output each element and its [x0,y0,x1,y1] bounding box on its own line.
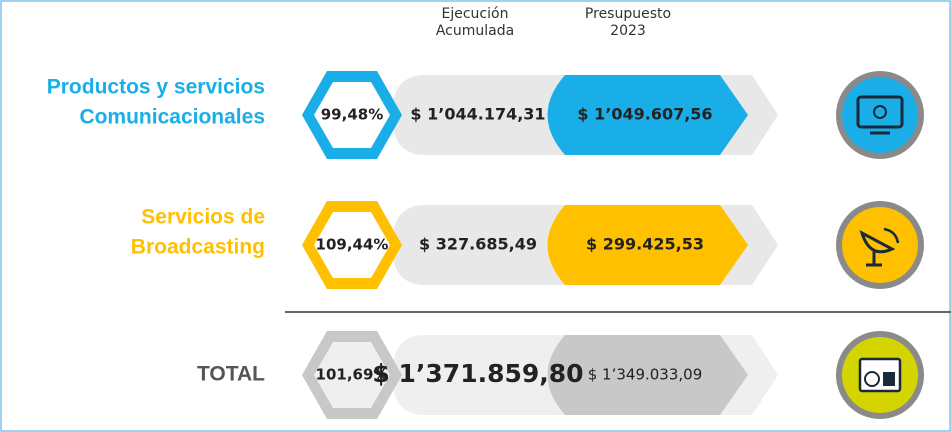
icon-dish [859,229,896,254]
icon-screen [856,95,904,129]
budget-segment [547,75,748,155]
percent: 101,69% [316,366,389,384]
percent-hexagon-inner [314,82,390,148]
budget: $ 299.425,53 [586,235,704,254]
column-header: Presupuesto [585,6,671,22]
icon-coin [864,371,880,387]
icon-keys [883,372,895,386]
executed: $ 1’044.174,31 [410,105,545,124]
row-label: TOTAL [197,363,265,386]
icon-play [873,105,887,119]
column-header: 2023 [610,23,646,39]
column-header: Acumulada [436,23,514,39]
icon-waves [883,227,900,244]
row-label: Broadcasting [131,236,265,259]
percent-hexagon-inner [314,342,390,408]
icon [842,207,918,283]
row-label: Servicios de [141,206,265,229]
executed: $ 327.685,49 [419,235,537,254]
icon-stand [866,251,882,267]
budget-segment [547,205,748,285]
icon [842,77,918,153]
percent: 99,48% [321,106,383,124]
budget-segment [547,335,748,415]
executed: $ 1’371.859,80 [372,359,583,388]
budget: $ 1’349.033,09 [588,366,703,384]
budget: $ 1’049.607,56 [577,105,712,124]
row-label: Productos y servicios [47,76,265,99]
percent: 109,44% [316,236,389,254]
column-header: Ejecución [442,6,509,22]
percent-hexagon-inner [314,212,390,278]
row-label: Comunicacionales [79,106,265,129]
